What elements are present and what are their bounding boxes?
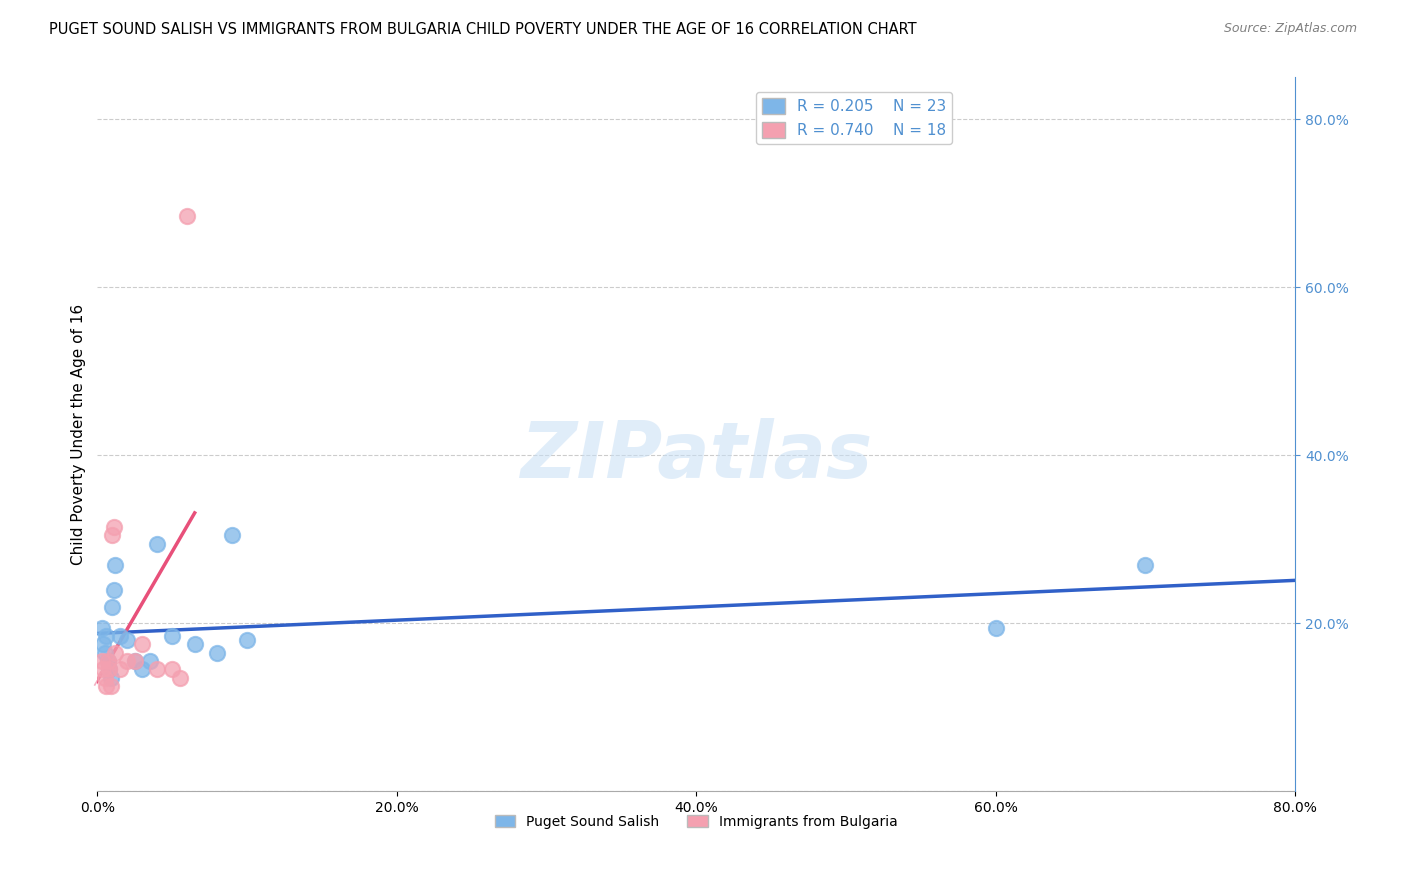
Point	[97, 654, 120, 668]
Point	[176, 209, 198, 223]
Point	[108, 629, 131, 643]
Text: ZIPatlas: ZIPatlas	[520, 417, 872, 494]
Point	[98, 663, 121, 677]
Point	[1135, 558, 1157, 572]
Point	[205, 646, 228, 660]
Point	[100, 679, 122, 693]
Point	[146, 663, 169, 677]
Text: PUGET SOUND SALISH VS IMMIGRANTS FROM BULGARIA CHILD POVERTY UNDER THE AGE OF 16: PUGET SOUND SALISH VS IMMIGRANTS FROM BU…	[49, 22, 917, 37]
Point	[117, 633, 139, 648]
Point	[98, 663, 121, 677]
Point	[94, 646, 117, 660]
Point	[100, 671, 122, 685]
Point	[131, 663, 153, 677]
Point	[169, 671, 191, 685]
Point	[101, 528, 124, 542]
Legend: Puget Sound Salish, Immigrants from Bulgaria: Puget Sound Salish, Immigrants from Bulg…	[489, 809, 904, 834]
Point	[984, 620, 1007, 634]
Point	[183, 637, 205, 651]
Point	[221, 528, 243, 542]
Point	[124, 654, 146, 668]
Point	[97, 654, 120, 668]
Point	[96, 679, 118, 693]
Point	[117, 654, 139, 668]
Point	[90, 620, 112, 634]
Point	[101, 599, 124, 614]
Point	[160, 663, 183, 677]
Point	[96, 629, 118, 643]
Point	[104, 558, 127, 572]
Y-axis label: Child Poverty Under the Age of 16: Child Poverty Under the Age of 16	[72, 304, 86, 565]
Point	[146, 536, 169, 550]
Point	[104, 646, 127, 660]
Point	[103, 520, 125, 534]
Point	[94, 671, 117, 685]
Point	[91, 637, 114, 651]
Point	[236, 633, 259, 648]
Point	[160, 629, 183, 643]
Point	[91, 663, 114, 677]
Point	[103, 582, 125, 597]
Point	[131, 637, 153, 651]
Point	[139, 654, 162, 668]
Point	[108, 663, 131, 677]
Text: Source: ZipAtlas.com: Source: ZipAtlas.com	[1223, 22, 1357, 36]
Point	[124, 654, 146, 668]
Point	[90, 654, 112, 668]
